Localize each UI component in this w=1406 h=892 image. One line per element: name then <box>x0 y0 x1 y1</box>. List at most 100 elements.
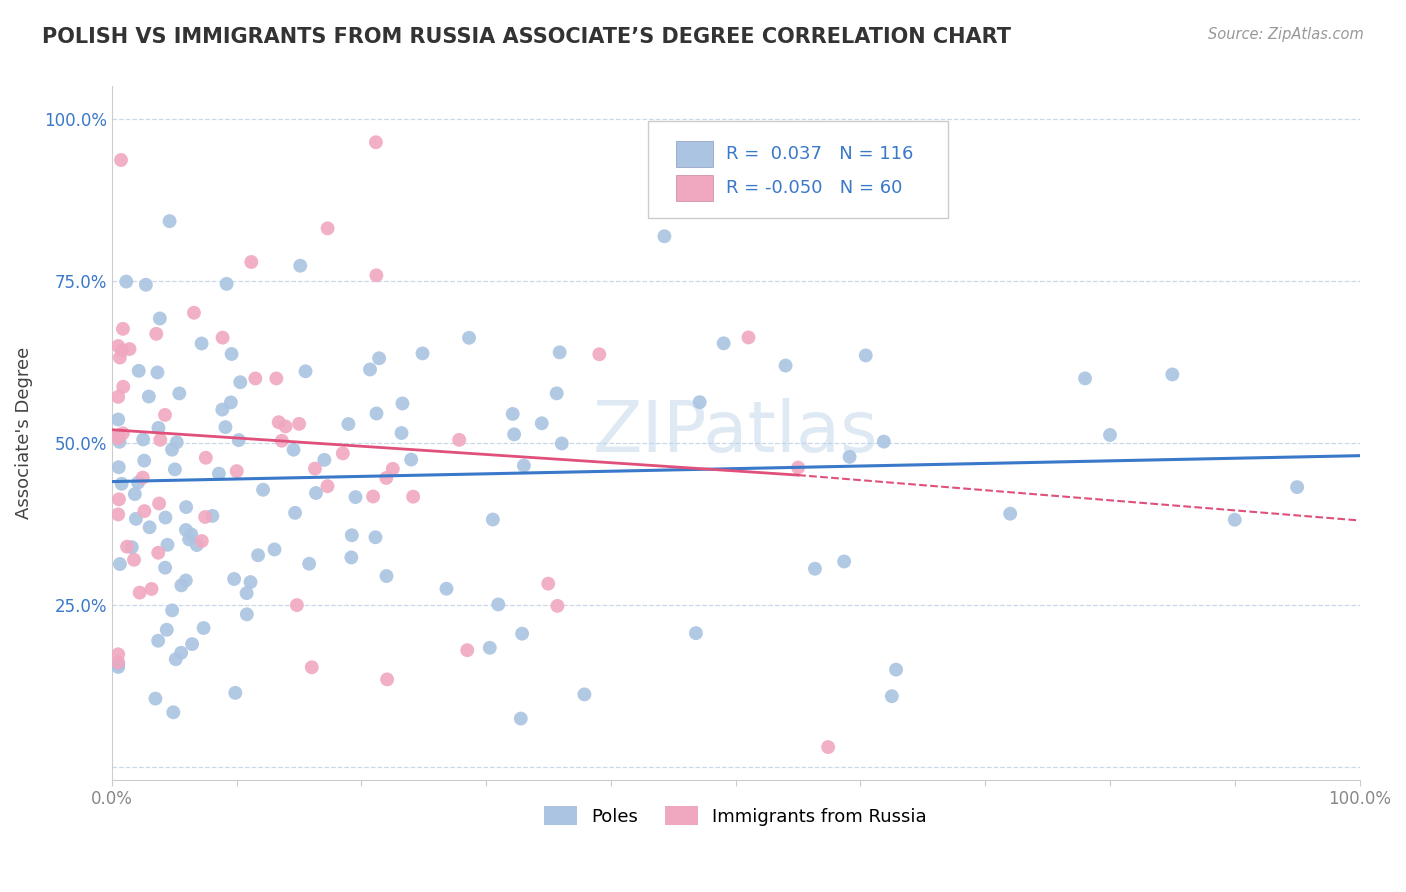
Point <box>111 343 134 358</box>
Point <box>169 386 191 401</box>
Point <box>391 425 413 440</box>
Point <box>775 359 797 373</box>
Point <box>108 434 131 449</box>
Point <box>107 390 129 404</box>
Point <box>298 557 321 571</box>
Point <box>107 428 129 442</box>
Point <box>685 626 707 640</box>
Point <box>654 229 676 244</box>
Point <box>156 623 179 637</box>
Point <box>108 492 131 507</box>
Point <box>503 427 526 442</box>
Point <box>122 553 145 567</box>
Point <box>340 550 363 565</box>
Point <box>449 433 471 447</box>
Point <box>174 523 197 537</box>
Point <box>132 470 155 484</box>
Point <box>458 331 481 345</box>
Point <box>314 453 336 467</box>
Point <box>574 687 596 701</box>
Point <box>107 339 129 353</box>
Point <box>215 277 238 291</box>
Point <box>160 603 183 617</box>
Point <box>228 433 250 447</box>
Point <box>174 500 197 514</box>
Point <box>361 490 384 504</box>
Point <box>399 452 422 467</box>
Point <box>107 460 129 475</box>
Text: POLISH VS IMMIGRANTS FROM RUSSIA ASSOCIATE’S DEGREE CORRELATION CHART: POLISH VS IMMIGRANTS FROM RUSSIA ASSOCIA… <box>42 27 1011 46</box>
Point <box>368 351 391 366</box>
Point <box>486 598 509 612</box>
Point <box>436 582 458 596</box>
Point <box>240 255 263 269</box>
Point <box>148 546 170 560</box>
Point <box>186 538 208 552</box>
Point <box>364 135 387 149</box>
Point <box>1098 428 1121 442</box>
Point <box>211 331 233 345</box>
Point <box>115 540 138 554</box>
Point <box>180 527 202 541</box>
Point <box>165 652 187 666</box>
Point <box>247 548 270 562</box>
Point <box>305 486 328 500</box>
Point <box>274 419 297 434</box>
Point <box>510 626 533 640</box>
Point <box>838 450 860 464</box>
Point <box>832 554 855 568</box>
Point <box>138 520 160 534</box>
Point <box>548 345 571 359</box>
Point <box>375 673 398 687</box>
Point <box>502 407 524 421</box>
Point <box>128 364 150 378</box>
Point <box>737 330 759 344</box>
Point <box>290 259 312 273</box>
Point <box>239 575 262 590</box>
Point <box>110 153 132 167</box>
Point <box>128 585 150 599</box>
Point <box>402 490 425 504</box>
Point <box>252 483 274 497</box>
Point <box>235 586 257 600</box>
Point <box>332 446 354 460</box>
Point <box>111 476 134 491</box>
Point <box>179 533 201 547</box>
Point <box>191 534 214 549</box>
Point <box>107 431 129 445</box>
Point <box>588 347 610 361</box>
Point <box>221 347 243 361</box>
Point <box>340 528 363 542</box>
Point <box>181 637 204 651</box>
Point <box>229 376 252 390</box>
Point <box>111 322 134 336</box>
Point <box>530 417 553 431</box>
Point <box>127 475 149 490</box>
Point <box>478 640 501 655</box>
Point <box>108 557 131 571</box>
Point <box>132 433 155 447</box>
Point <box>134 453 156 467</box>
Point <box>366 407 388 421</box>
Point <box>162 706 184 720</box>
Point <box>153 560 176 574</box>
Point <box>381 462 404 476</box>
Point <box>482 512 505 526</box>
Point <box>245 371 267 385</box>
Point <box>873 434 896 449</box>
Point <box>316 479 339 493</box>
Point <box>121 540 143 554</box>
Legend: Poles, Immigrants from Russia: Poles, Immigrants from Russia <box>537 799 934 833</box>
Point <box>219 395 242 409</box>
FancyBboxPatch shape <box>648 121 948 218</box>
Point <box>138 390 160 404</box>
Point <box>148 421 170 435</box>
Point <box>998 507 1021 521</box>
Point <box>359 362 381 376</box>
Point <box>263 542 285 557</box>
Point <box>107 660 129 674</box>
Point <box>266 371 288 385</box>
Point <box>149 311 172 326</box>
Point <box>225 464 247 478</box>
Point <box>156 538 179 552</box>
